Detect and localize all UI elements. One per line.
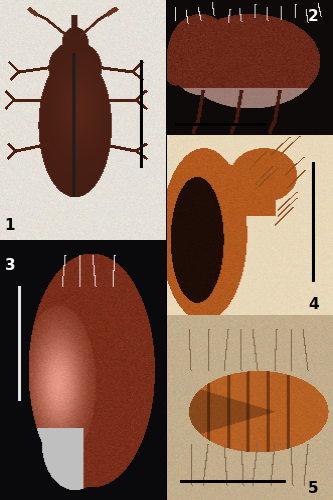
Text: 4: 4 xyxy=(308,296,318,312)
Text: 3: 3 xyxy=(5,258,15,274)
Text: 5: 5 xyxy=(308,482,318,496)
Text: 2: 2 xyxy=(308,8,319,24)
Text: 1: 1 xyxy=(5,218,15,233)
